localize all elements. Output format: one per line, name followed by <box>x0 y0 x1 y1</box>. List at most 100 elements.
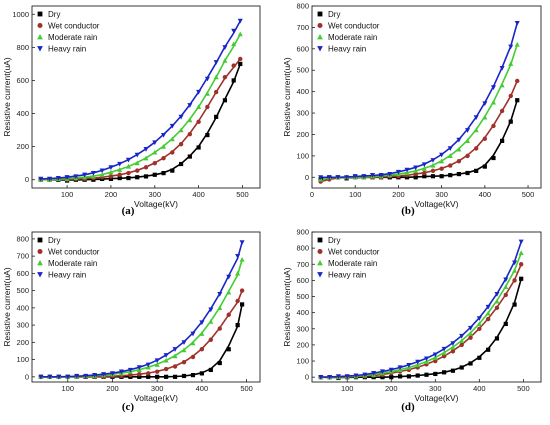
x-tick-label: 500 <box>236 190 249 199</box>
data-point-wet-conductor <box>422 170 427 176</box>
data-point-dry <box>222 98 228 103</box>
data-point-moderate-rain <box>235 270 241 276</box>
data-point-heavy-rain <box>190 331 196 337</box>
data-point-heavy-rain <box>169 123 175 129</box>
data-point-wet-conductor <box>181 359 187 365</box>
data-point-moderate-rain <box>415 362 421 368</box>
y-tick-label: 800 <box>16 43 29 52</box>
data-point-moderate-rain <box>518 250 524 256</box>
data-point-dry <box>459 365 464 370</box>
data-point-dry <box>500 138 505 143</box>
data-point-moderate-rain <box>226 289 232 295</box>
data-point-heavy-rain <box>485 304 491 310</box>
data-point-heavy-rain <box>361 174 367 179</box>
panel-label: (b) <box>401 205 415 217</box>
data-point-heavy-rain <box>482 101 488 107</box>
legend-label: Wet conductor <box>48 22 100 31</box>
data-point-wet-conductor <box>178 141 184 147</box>
data-point-dry <box>397 374 403 379</box>
y-tick-label: 100 <box>296 151 309 160</box>
data-point-wet-conductor <box>448 163 453 168</box>
legend-marker <box>37 272 43 278</box>
data-point-dry <box>164 374 169 379</box>
data-point-heavy-rain <box>465 128 471 133</box>
fit-curve-dry <box>40 63 242 181</box>
x-axis-title: Voltage(kV) <box>134 199 178 209</box>
data-point-heavy-rain <box>145 362 151 368</box>
data-point-heavy-rain <box>47 374 53 380</box>
data-point-dry <box>494 336 500 341</box>
chart-panel-2: 0 100 200 300 400 500 0 100 200 300 400 500 600 700 80… <box>282 2 542 217</box>
data-point-heavy-rain <box>134 152 140 158</box>
y-tick-label: 500 <box>16 286 29 295</box>
y-tick-label: 100 <box>16 355 29 364</box>
data-point-wet-conductor <box>190 354 196 360</box>
data-point-wet-conductor <box>170 150 175 155</box>
data-point-moderate-rain <box>90 173 96 179</box>
legend-label: Dry <box>48 236 60 245</box>
data-point-moderate-rain <box>237 31 243 37</box>
data-point-wet-conductor <box>482 136 488 141</box>
y-tick-label: 600 <box>16 76 29 85</box>
y-tick-label: 400 <box>16 303 29 312</box>
fit-curve-dry <box>320 278 522 379</box>
data-point-heavy-rain <box>371 371 377 376</box>
panel-label: (d) <box>401 401 415 413</box>
data-point-heavy-rain <box>362 372 368 378</box>
legend-label: Moderate rain <box>48 259 97 268</box>
data-point-dry <box>152 172 157 177</box>
data-point-dry <box>474 168 479 173</box>
fit-curve-heavy-rain <box>40 20 242 180</box>
data-point-dry <box>181 373 187 379</box>
data-point-dry <box>433 371 438 377</box>
data-point-heavy-rain <box>369 173 376 178</box>
data-point-wet-conductor <box>187 132 193 137</box>
data-point-heavy-rain <box>395 169 401 175</box>
data-point-heavy-rain <box>421 162 427 168</box>
data-point-wet-conductor <box>518 262 524 267</box>
data-point-moderate-rain <box>490 99 496 105</box>
data-point-heavy-rain <box>172 347 178 352</box>
x-tick-label: 0 <box>310 190 314 199</box>
data-point-dry <box>430 174 436 179</box>
data-point-dry <box>238 61 243 67</box>
data-point-moderate-rain <box>196 104 202 110</box>
data-point-heavy-rain <box>423 356 430 362</box>
data-point-moderate-rain <box>125 163 131 169</box>
data-point-heavy-rain <box>397 365 403 371</box>
data-point-heavy-rain <box>406 362 412 368</box>
data-point-wet-conductor <box>163 366 169 372</box>
data-point-heavy-rain <box>92 373 98 378</box>
data-point-wet-conductor <box>126 170 131 176</box>
data-point-dry <box>126 175 131 181</box>
data-point-heavy-rain <box>125 157 131 163</box>
data-point-wet-conductor <box>508 93 513 99</box>
data-point-dry <box>155 374 160 379</box>
data-point-moderate-rain <box>117 167 123 172</box>
data-point-heavy-rain <box>99 168 105 174</box>
legend-label: Heavy rain <box>48 45 86 54</box>
data-point-moderate-rain <box>213 74 219 80</box>
x-tick-label: 400 <box>479 190 492 199</box>
data-point-heavy-rain <box>344 374 350 379</box>
data-point-dry <box>196 145 201 150</box>
data-point-wet-conductor <box>213 89 219 95</box>
legend-marker <box>317 237 323 243</box>
legend-label: Wet conductor <box>328 22 380 31</box>
data-point-heavy-rain <box>199 320 205 326</box>
fit-curve-moderate-rain <box>320 44 518 181</box>
legend-marker <box>317 11 323 17</box>
panel-label: (a) <box>122 205 135 217</box>
data-point-dry <box>491 155 496 161</box>
data-point-wet-conductor <box>441 353 447 359</box>
data-point-moderate-rain <box>169 136 175 142</box>
data-point-wet-conductor <box>108 174 114 179</box>
x-axis-title: Voltage(kV) <box>134 393 178 403</box>
data-point-heavy-rain <box>388 367 394 373</box>
y-tick-label: 1000 <box>12 10 29 19</box>
legend-marker <box>317 272 323 278</box>
data-point-moderate-rain <box>450 344 456 350</box>
y-tick-label: 500 <box>296 66 309 75</box>
legend-label: Dry <box>328 10 340 19</box>
data-point-dry <box>240 302 245 307</box>
